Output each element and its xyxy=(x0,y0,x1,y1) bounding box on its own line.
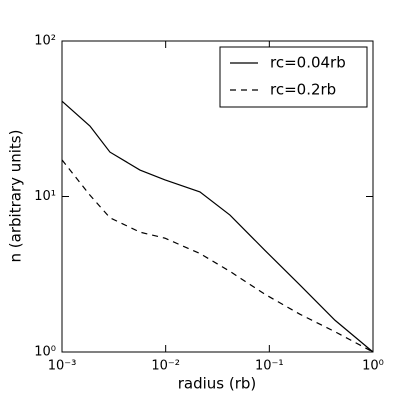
y-axis-label: n (arbitrary units) xyxy=(7,130,25,263)
x-tick-label: 10⁰ xyxy=(362,359,384,374)
legend-box xyxy=(219,46,368,108)
line xyxy=(61,159,374,353)
x-tick-label: 10⁻³ xyxy=(48,359,77,374)
line xyxy=(61,100,374,353)
y-tick-label: 10⁰ xyxy=(34,345,56,360)
legend-label: rc=0.2rb xyxy=(270,81,336,99)
x-tick-label: 10⁻² xyxy=(151,359,180,374)
x-axis-label: radius (rb) xyxy=(178,375,257,393)
y-tick-label: 10² xyxy=(34,34,56,49)
x-tick-label: 10⁻¹ xyxy=(255,359,284,374)
legend-label: rc=0.04rb xyxy=(270,54,346,72)
y-tick-label: 10¹ xyxy=(34,189,56,204)
